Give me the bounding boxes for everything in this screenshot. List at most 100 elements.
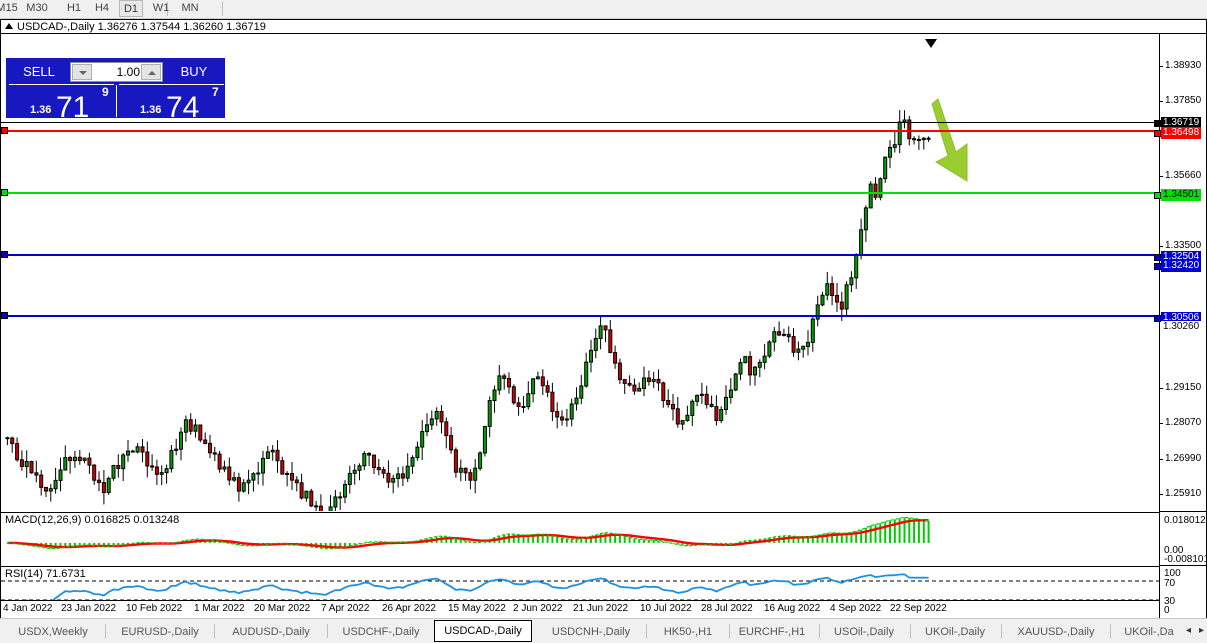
bid-price-label-handle[interactable] — [1154, 120, 1161, 127]
sell-price-sup: 9 — [102, 85, 109, 99]
macd-histogram-bar — [83, 542, 86, 546]
blue-level-label-1b[interactable]: 1.32420 — [1161, 260, 1202, 272]
blue-level-label-1b-handle[interactable] — [1154, 263, 1161, 270]
candlestick — [651, 378, 656, 382]
candlestick — [593, 338, 598, 351]
date-tick-label: 10 Feb 2022 — [126, 603, 183, 614]
chart-tab-eurusd-daily[interactable]: EURUSD-,Daily — [121, 626, 199, 638]
blue-level-label-2-handle[interactable] — [1154, 315, 1161, 322]
volume-increment-button[interactable] — [141, 64, 161, 80]
candlestick — [574, 397, 579, 405]
macd-histogram-bar — [532, 534, 535, 543]
tab-scroll-left-icon[interactable]: ◂ — [1185, 625, 1191, 636]
buy-quote[interactable]: 1.36 74 7 — [118, 85, 225, 123]
date-tick-label: 15 May 2022 — [448, 603, 506, 614]
chart-tab-usdcnh-daily[interactable]: USDCNH-,Daily — [551, 626, 631, 638]
bid-price-label[interactable]: 1.36719 — [1161, 117, 1202, 129]
green-level-label[interactable]: 1.34501 — [1161, 189, 1202, 201]
candlestick — [786, 333, 791, 338]
chart-tab-xauusd-daily[interactable]: XAUUSD-,Daily — [1017, 626, 1095, 638]
candlestick — [63, 457, 68, 471]
candlestick — [564, 418, 569, 421]
candlestick — [680, 420, 685, 425]
green-level-label-handle[interactable] — [1154, 192, 1161, 199]
candlestick — [352, 469, 357, 474]
candlestick — [449, 435, 454, 451]
chart-tab-ukoil-da[interactable]: UKOil-,Da — [1124, 626, 1174, 638]
date-tick-label: 28 Jul 2022 — [701, 603, 753, 614]
blue-line-1-handle[interactable] — [1, 251, 8, 258]
date-scale[interactable]: 4 Jan 2022 23 Jan 2022 10 Feb 2022 1 Mar 20… — [1, 600, 1159, 617]
macd-histogram-bar — [590, 536, 592, 543]
volume-input[interactable]: 1.00 — [70, 62, 163, 82]
blue-level-label-1-handle[interactable] — [1154, 254, 1161, 261]
candlestick — [603, 325, 608, 331]
candlestick — [753, 366, 757, 376]
timeframe-button-h1[interactable]: H1 — [66, 2, 82, 14]
chart-tab-ukoil-daily[interactable]: UKOil-,Daily — [925, 626, 985, 638]
macd-histogram-bar — [816, 535, 819, 543]
sell-button[interactable]: SELL — [23, 64, 55, 79]
chart-tab-usdx-weekly[interactable]: USDX,Weekly — [18, 626, 88, 638]
blue-line-2-handle[interactable] — [1, 312, 8, 319]
candlestick — [912, 138, 917, 141]
sell-quote[interactable]: 1.36 71 9 — [8, 85, 115, 123]
chart-tab-hk50-h1[interactable]: HK50-,H1 — [663, 626, 713, 638]
candlestick — [400, 473, 405, 479]
candlestick — [314, 505, 319, 508]
tab-separator — [327, 624, 328, 638]
green-support-line[interactable] — [1, 192, 1159, 194]
chart-tab-audusd-daily[interactable]: AUDUSD-,Daily — [232, 626, 310, 638]
red-resistance-line[interactable] — [1, 130, 1159, 132]
candlestick — [183, 419, 188, 433]
tab-scroll-right-icon[interactable]: ▸ — [1198, 625, 1204, 636]
candlestick — [473, 467, 478, 481]
chart-tab-eurchf-h1[interactable]: EURCHF-,H1 — [738, 626, 806, 638]
chart-tab-usdcad-daily[interactable]: USDCAD-,Daily — [434, 620, 532, 642]
macd-histogram-bar — [623, 536, 626, 543]
macd-histogram-bar — [874, 524, 877, 543]
macd-chart — [6, 516, 930, 550]
macd-histogram-bar — [860, 529, 863, 543]
candlestick — [87, 457, 92, 466]
one-click-trading-panel: SELL 1.00 BUY 1.36 71 9 — [6, 58, 225, 123]
blue-level-line-2[interactable] — [1, 315, 1159, 317]
blue-level-line-1[interactable] — [1, 254, 1159, 256]
timeframe-button-h4[interactable]: H4 — [94, 2, 110, 14]
timeframe-button-m30[interactable]: M30 — [26, 2, 48, 14]
red-level-label[interactable]: 1.36498 — [1161, 127, 1202, 139]
timeframe-button-mn[interactable]: MN — [181, 2, 199, 14]
red-line-handle[interactable] — [1, 127, 8, 134]
chart-tab-usdchf-daily[interactable]: USDCHF-,Daily — [342, 626, 420, 638]
macd-histogram-bar — [73, 542, 76, 546]
macd-histogram-bar — [628, 537, 631, 543]
red-level-label-handle[interactable] — [1154, 130, 1161, 137]
candlestick — [560, 416, 565, 421]
chart-tab-usoil-daily[interactable]: USOil-,Daily — [834, 626, 894, 638]
macd-histogram-bar — [889, 520, 891, 543]
collapse-triangle-icon[interactable] — [5, 23, 13, 29]
candlestick — [420, 431, 425, 448]
volume-decrement-button[interactable] — [72, 64, 92, 80]
macd-histogram-bar — [884, 521, 887, 543]
macd-pane[interactable]: MACD(12,26,9) 0.016825 0.013248 — [1, 512, 1159, 566]
green-line-handle[interactable] — [1, 189, 8, 196]
macd-histogram-bar — [363, 542, 366, 544]
macd-histogram-bar — [676, 542, 679, 545]
buy-button[interactable]: BUY — [180, 64, 208, 79]
price-tick-mark — [1160, 66, 1163, 67]
black-price-line[interactable] — [1, 122, 1159, 123]
candlestick — [690, 400, 695, 416]
candlestick — [299, 482, 304, 499]
candlestick — [897, 121, 902, 146]
timeframe-button-d1[interactable]: D1 — [119, 0, 143, 17]
low-price-label[interactable]: 1.30260 — [1161, 321, 1202, 333]
candlestick — [290, 473, 294, 481]
down-arrow-object — [931, 98, 968, 182]
candlestick — [5, 437, 10, 440]
timeframe-button-m15[interactable]: M15 — [0, 2, 18, 14]
macd-histogram-bar — [580, 538, 583, 543]
rsi-label: RSI(14) 71.6731 — [5, 568, 86, 580]
timeframe-button-w1[interactable]: W1 — [152, 2, 170, 14]
